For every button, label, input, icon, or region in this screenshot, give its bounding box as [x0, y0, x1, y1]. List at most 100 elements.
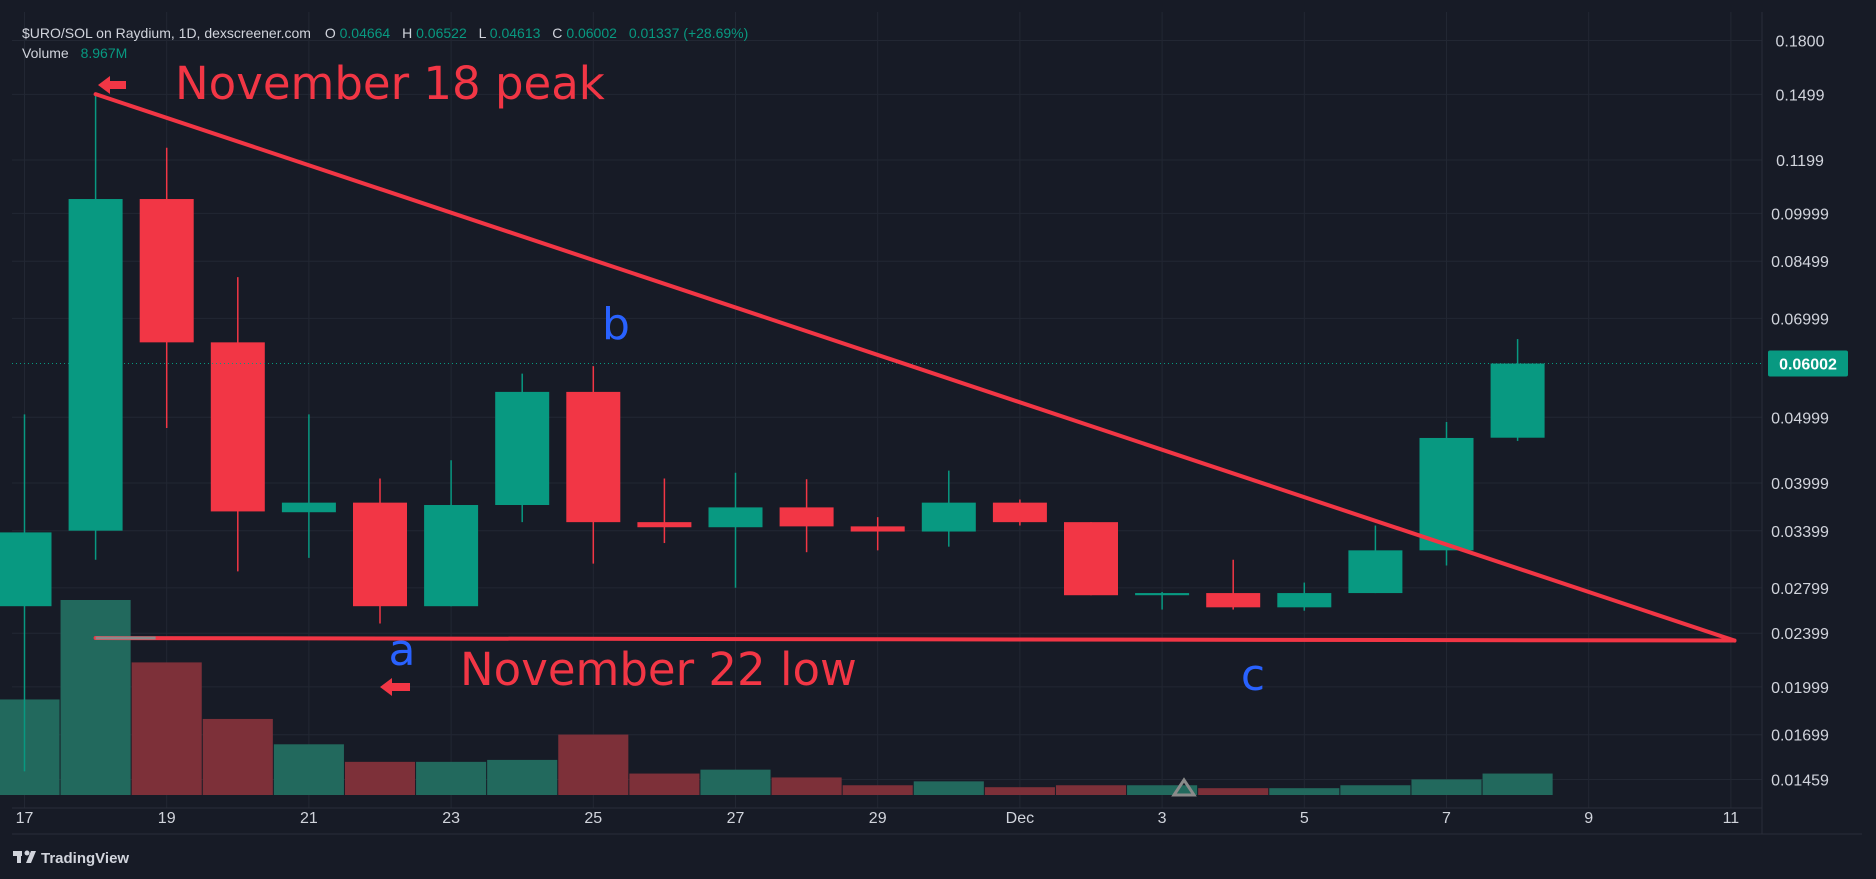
x-tick-label: 27 — [727, 810, 745, 827]
candle-body — [1348, 550, 1403, 594]
y-tick-label: 0.01699 — [1771, 728, 1829, 745]
volume-bar — [1411, 779, 1482, 795]
candle-body — [1419, 437, 1474, 551]
y-tick-label: 0.03999 — [1771, 476, 1829, 493]
change-value: 0.01337 (+28.69%) — [629, 25, 748, 41]
x-tick-label: 3 — [1158, 810, 1167, 827]
low-value: 0.04613 — [490, 25, 541, 41]
symbol-title: $URO/SOL on Raydium, 1D, dexscreener.com — [22, 25, 311, 41]
candle-body — [424, 505, 479, 607]
candle-body — [281, 502, 336, 513]
volume-bar — [344, 761, 416, 795]
y-tick-label: 0.04999 — [1771, 410, 1829, 427]
open-value: 0.04664 — [340, 25, 391, 41]
volume-bar — [984, 787, 1055, 795]
y-tick-label: 0.1499 — [1776, 87, 1825, 104]
volume-bar — [1198, 788, 1269, 795]
high-label: H — [402, 25, 412, 41]
candle-body — [1135, 593, 1190, 596]
wave-b-label: b — [602, 299, 630, 350]
candle-body — [139, 199, 194, 343]
volume-bar — [913, 781, 984, 795]
volume-bar — [273, 744, 344, 795]
y-tick-label: 0.01999 — [1771, 680, 1829, 697]
x-tick-label: 19 — [158, 810, 176, 827]
legend-line-2: Volume 8.967M — [22, 45, 127, 61]
candle-body — [1064, 522, 1118, 596]
open-label: O — [325, 25, 336, 41]
y-tick-label: 0.02399 — [1771, 626, 1829, 643]
symbol-legend[interactable]: $URO/SOL on Raydium, 1D, dexscreener.com… — [22, 25, 748, 61]
volume-bar — [0, 699, 60, 795]
close-label: C — [552, 25, 562, 41]
peak-arrow-icon — [98, 76, 126, 94]
time-axis[interactable]: 17 19 21 23 25 27 29 Dec 3 5 7 9 11 — [16, 810, 1740, 827]
low-label: November 22 low — [460, 643, 857, 696]
volume-series — [0, 600, 1553, 795]
y-tick-label: 0.1199 — [1776, 153, 1824, 170]
x-tick-label: 25 — [584, 810, 602, 827]
candle-body — [1277, 593, 1332, 608]
volume-bar — [842, 785, 913, 795]
volume-bar — [771, 777, 842, 795]
volume-bar — [1340, 785, 1411, 795]
y-tick-label: 0.01459 — [1771, 773, 1829, 790]
close-value: 0.06002 — [566, 25, 617, 41]
candle-body — [0, 532, 52, 607]
volume-bar — [1482, 773, 1553, 795]
x-tick-label: 23 — [442, 810, 460, 827]
event-marker-icon — [1171, 777, 1197, 797]
candle-body — [921, 502, 976, 532]
low-label: L — [479, 25, 487, 41]
x-tick-label: 11 — [1723, 810, 1740, 827]
y-tick-label: 0.1800 — [1776, 34, 1825, 51]
x-tick-label: 21 — [300, 810, 318, 827]
volume-value: 8.967M — [81, 45, 128, 61]
peak-label: November 18 peak — [175, 57, 605, 110]
trend-lines — [12, 92, 1762, 643]
volume-bar — [1269, 788, 1340, 795]
last-price-tag: 0.06002 — [1768, 350, 1848, 377]
candle-body — [566, 391, 621, 523]
volume-bar — [60, 600, 131, 795]
volume-bar — [416, 761, 487, 795]
volume-bar — [487, 759, 558, 795]
high-value: 0.06522 — [416, 25, 467, 41]
x-tick-label: 7 — [1442, 810, 1451, 827]
candle-body — [779, 507, 834, 527]
x-tick-label: Dec — [1006, 810, 1034, 827]
volume-bar — [1055, 785, 1127, 795]
y-tick-label: 0.02799 — [1771, 581, 1829, 598]
grid — [12, 12, 1762, 808]
annotations: November 18 peak November 22 low a b c — [98, 57, 1265, 797]
candle-body — [68, 199, 123, 531]
price-axis[interactable]: 0.1800 0.1499 0.1199 0.09999 0.08499 0.06999 0… — [1771, 34, 1829, 790]
tradingview-logo-icon — [13, 850, 36, 863]
candle-body — [353, 502, 407, 607]
candle-body — [637, 522, 692, 528]
candle-body — [495, 391, 550, 506]
tradingview-logo[interactable]: TradingView — [13, 850, 129, 867]
volume-bar — [1127, 785, 1198, 795]
x-tick-label: 9 — [1584, 810, 1593, 827]
volume-bar — [629, 773, 700, 795]
candle-series — [0, 94, 1545, 772]
descending-trendline — [93, 92, 1737, 643]
candle-body — [992, 502, 1047, 523]
wave-a-label: a — [389, 625, 416, 676]
low-arrow-icon — [380, 678, 410, 696]
candle-body — [1490, 363, 1545, 438]
last-price-tag-bg — [1768, 350, 1848, 377]
candle-body — [708, 507, 763, 528]
last-price-label: 0.06002 — [1779, 357, 1837, 374]
y-tick-label: 0.06999 — [1771, 311, 1829, 328]
volume-bar — [202, 718, 273, 795]
volume-label: Volume — [22, 45, 69, 61]
x-tick-label: 29 — [869, 810, 887, 827]
volume-bar — [558, 734, 629, 795]
candle-body — [210, 342, 265, 512]
candle-body — [1206, 593, 1261, 608]
